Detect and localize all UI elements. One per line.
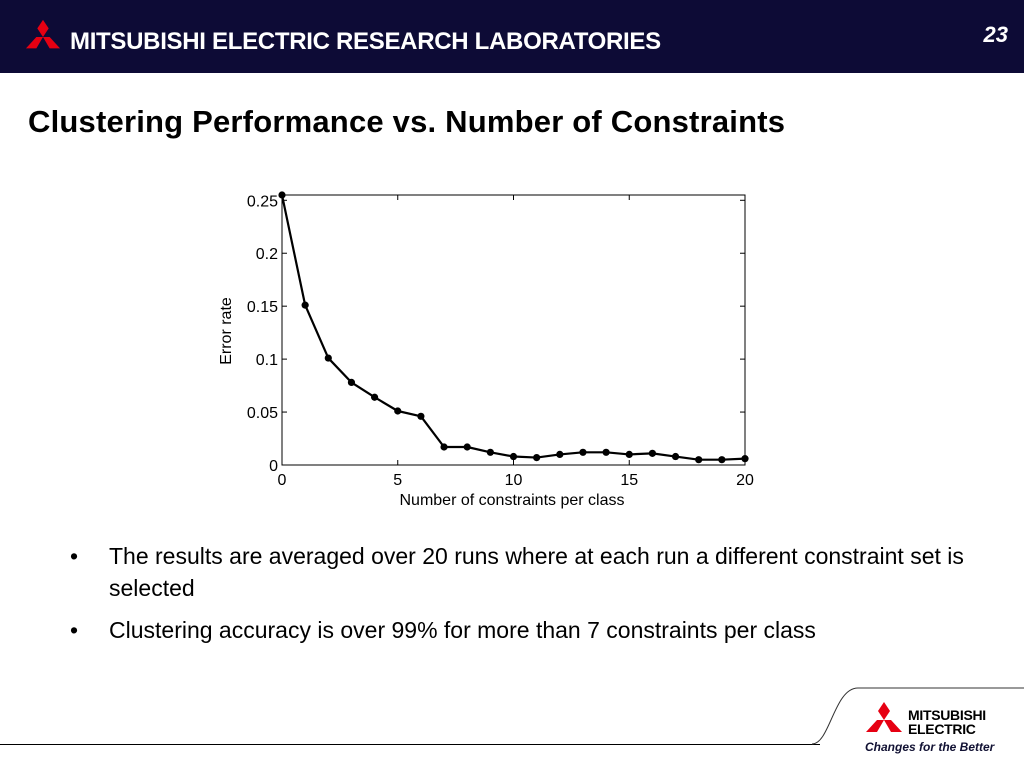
data-point [417, 412, 425, 420]
data-point [394, 407, 402, 415]
data-point [301, 301, 309, 309]
bullet-item: • Clustering accuracy is over 99% for mo… [66, 614, 996, 646]
data-point [324, 354, 332, 362]
data-point [741, 455, 749, 463]
data-point [625, 450, 633, 459]
company-name: MITSUBISHI ELECTRIC RESEARCH LABORATORIE… [70, 28, 661, 55]
data-point [718, 456, 726, 464]
data-point [648, 449, 656, 457]
bullet-item: • The results are averaged over 20 runs … [66, 540, 996, 604]
footer-brand-line2: ELECTRIC [908, 721, 976, 737]
footer-tagline: Changes for the Better [865, 740, 995, 754]
data-point [486, 448, 494, 456]
plot-frame [281, 194, 746, 466]
slide-title: Clustering Performance vs. Number of Con… [28, 104, 786, 139]
x-tick-label: 20 [736, 472, 754, 489]
y-tick-label: 0.05 [247, 405, 278, 422]
x-tick-label: 0 [278, 472, 287, 489]
y-tick-label: 0.15 [247, 299, 278, 316]
x-tick-label: 10 [505, 472, 523, 489]
bullet-text: The results are averaged over 20 runs wh… [109, 543, 964, 601]
y-tick-label: 0.25 [247, 193, 278, 210]
x-tick-label: 15 [620, 472, 638, 489]
x-axis-label: Number of constraints per class [400, 492, 625, 509]
data-point [695, 456, 703, 464]
data-point [602, 448, 610, 456]
y-axis-label: Error rate [218, 297, 235, 365]
data-point [579, 448, 587, 456]
error-rate-line [280, 194, 746, 461]
bullet-list: • The results are averaged over 20 runs … [66, 540, 996, 656]
bullet-symbol: • [70, 617, 79, 643]
data-point [371, 393, 379, 401]
y-tick-label: 0.2 [256, 246, 278, 263]
footer-brand-line1: MITSUBISHI [908, 707, 986, 723]
footer-brand: MITSUBISHI ELECTRIC [908, 708, 986, 736]
three-diamond-logo-icon [25, 19, 61, 49]
footer-curve [812, 687, 1024, 745]
header-bar: MITSUBISHI ELECTRIC RESEARCH LABORATORIE… [0, 0, 1024, 73]
y-tick-label: 0.1 [256, 352, 278, 369]
data-point [347, 378, 356, 387]
data-point [440, 443, 448, 451]
data-point [671, 452, 680, 461]
bullet-text: Clustering accuracy is over 99% for more… [109, 617, 816, 643]
data-point [556, 450, 564, 459]
error-rate-chart: 0 5 10 15 20 0 0.05 0.1 0.15 0.2 0.25 Number of co… [218, 191, 754, 509]
bullet-symbol: • [70, 543, 79, 569]
data-point [278, 191, 286, 199]
three-diamond-logo-icon [866, 702, 902, 732]
page-number: 23 [983, 22, 1008, 47]
data-point [533, 453, 541, 462]
x-tick-label: 5 [393, 472, 402, 489]
footer-divider [0, 744, 820, 745]
data-point [463, 443, 471, 451]
data-point [509, 452, 518, 461]
y-tick-label: 0 [269, 458, 278, 475]
